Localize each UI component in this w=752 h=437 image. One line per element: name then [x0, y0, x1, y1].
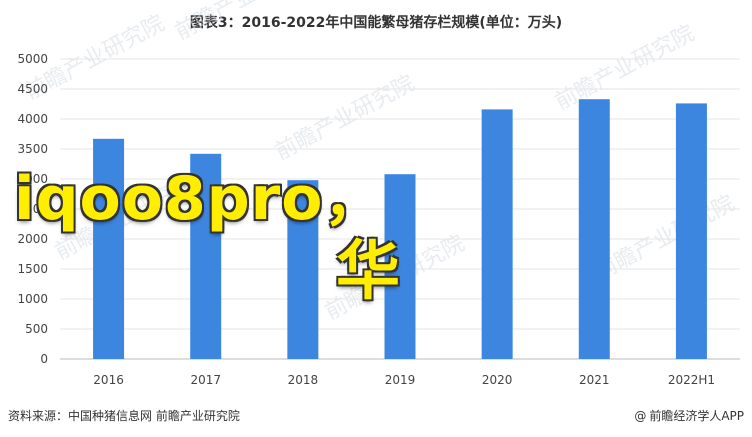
y-tick-label: 2000	[17, 232, 48, 246]
bar-2022H1	[675, 103, 707, 360]
brand-name: 前瞻经济学人APP	[649, 409, 744, 423]
x-tick-label: 2022H1	[668, 373, 715, 387]
bar-chart: 前瞻产业研究院前瞻产业研究院前瞻产业研究院前瞻产业研究院前瞻产业研究院前瞻产业研…	[17, 0, 740, 387]
source-note: 资料来源：中国种猪信息网 前瞻产业研究院	[8, 409, 240, 423]
y-tick-label: 5000	[17, 52, 48, 66]
bar-2019	[384, 174, 416, 359]
y-axis-labels: 0 500 1000 1500 2000 2500 3000 3500 4000 4500 5000	[17, 52, 48, 366]
y-tick-label: 3000	[17, 172, 48, 186]
bar-2020	[481, 109, 513, 360]
x-tick-label: 2021	[579, 373, 610, 387]
brand-icon: @	[634, 408, 647, 423]
y-tick-label: 0	[40, 352, 48, 366]
overlay-text: iqoo8pro，	[14, 164, 385, 234]
y-tick-label: 1000	[17, 292, 48, 306]
bar-2016	[93, 138, 125, 359]
x-tick-label: 2017	[190, 373, 221, 387]
y-tick-label: 1500	[17, 262, 48, 276]
watermark-text: 前瞻产业研究院	[591, 191, 739, 285]
y-tick-label: 3500	[17, 142, 48, 156]
y-tick-label: 4500	[17, 82, 48, 96]
bar-2021	[578, 99, 610, 359]
overlay-text-cn: 华	[336, 235, 400, 309]
brand-credit: @ 前瞻经济学人APP	[634, 407, 744, 424]
x-tick-label: 2018	[288, 373, 319, 387]
y-tick-label: 4000	[17, 112, 48, 126]
x-tick-label: 2019	[385, 373, 416, 387]
y-tick-label: 2500	[17, 202, 48, 216]
y-tick-label: 500	[25, 322, 48, 336]
x-tick-label: 2016	[93, 373, 124, 387]
x-tick-label: 2020	[482, 373, 513, 387]
watermark-text: 前瞻产业研究院	[551, 21, 699, 115]
chart-title: 图表3：2016-2022年中国能繁母猪存栏规模(单位：万头)	[189, 15, 563, 31]
bar-2018	[287, 180, 319, 359]
watermark-text: 前瞻产业研究院	[171, 0, 319, 45]
bar-2017	[190, 153, 222, 359]
x-axis-labels: 2016 2017 2018 2019 2020 2021 2022H1	[93, 373, 715, 387]
bars	[93, 99, 707, 360]
